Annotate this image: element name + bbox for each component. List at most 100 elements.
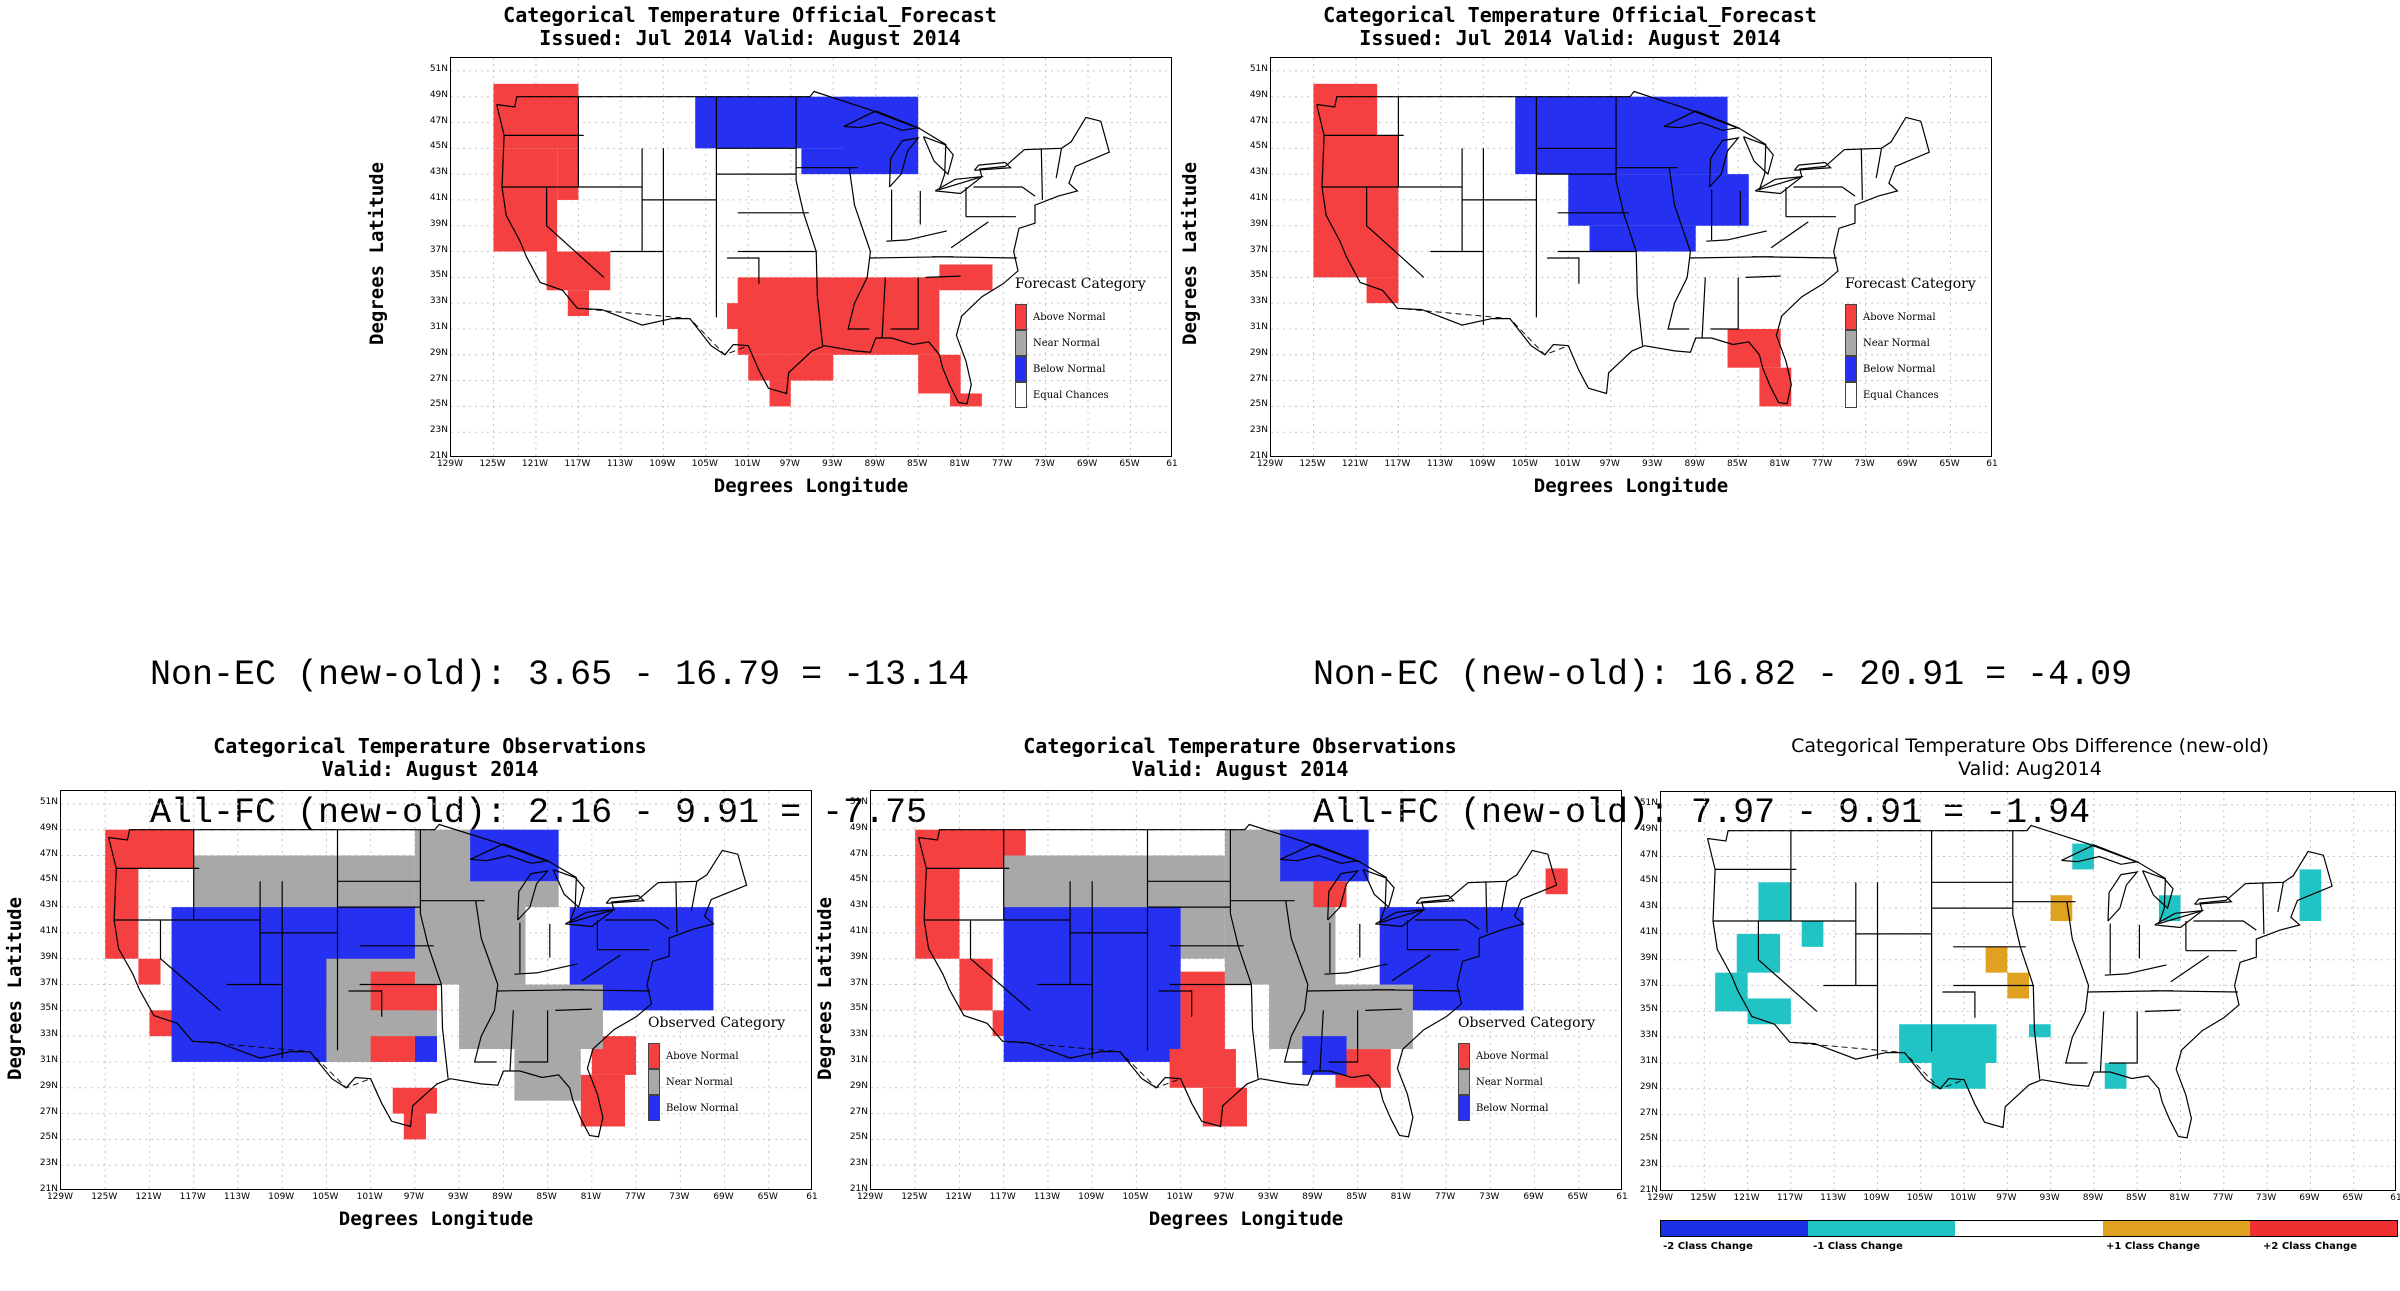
state-border bbox=[1371, 989, 1461, 992]
lon-tick: 121W bbox=[945, 1192, 972, 1202]
category-cell-below bbox=[1589, 225, 1696, 252]
lat-tick: 45N bbox=[39, 874, 58, 885]
lat-tick: 43N bbox=[39, 900, 58, 911]
state-border bbox=[1158, 990, 1193, 1017]
lon-tick: 101W bbox=[734, 459, 761, 469]
category-cell-above bbox=[959, 958, 993, 1011]
forecast-old-panel: Categorical Temperature Official_Forecas… bbox=[340, 0, 1180, 510]
state-border bbox=[1415, 919, 1480, 930]
score-all-fc: All-FC (new-old): 2.16 - 9.91 = -7.75 bbox=[150, 793, 928, 833]
legend-title: Forecast Category bbox=[1845, 276, 1976, 292]
lat-tick: 33N bbox=[849, 1029, 868, 1040]
state-border bbox=[2193, 920, 2257, 931]
lon-tick: 69W bbox=[1523, 1192, 1544, 1202]
lat-tick: 47N bbox=[429, 115, 448, 126]
category-cell-below bbox=[1568, 174, 1749, 226]
lon-tick: 109W bbox=[1469, 459, 1496, 469]
great-lake bbox=[973, 161, 1012, 171]
lat-tick: 29N bbox=[1249, 347, 1268, 358]
coastline bbox=[1316, 90, 1931, 405]
state-border bbox=[881, 277, 886, 339]
legend-swatch-near bbox=[1458, 1069, 1470, 1095]
state-border bbox=[581, 954, 621, 982]
lat-tick: 35N bbox=[1249, 270, 1268, 281]
great-lake bbox=[934, 175, 984, 195]
legend-swatch-below bbox=[1845, 356, 1857, 382]
lon-tick: 81W bbox=[2169, 1193, 2190, 1203]
category-cells bbox=[1313, 83, 1792, 407]
lon-tick: 73W bbox=[2255, 1193, 2277, 1203]
great-lake bbox=[605, 894, 646, 904]
lat-tick: 23N bbox=[429, 425, 448, 436]
forecast-new-title: Categorical Temperature Official_Forecas… bbox=[1150, 4, 1990, 50]
obs-new-panel: Categorical Temperature Observations Val… bbox=[810, 735, 1622, 1255]
lat-tick: 25N bbox=[429, 399, 448, 410]
lat-tick: 47N bbox=[1249, 115, 1268, 126]
scores-left: Non-EC (new-old): 3.65 - 16.79 = -13.14 … bbox=[150, 560, 969, 882]
lat-tick: 23N bbox=[1249, 425, 1268, 436]
title-line-2: Issued: Jul 2014 Valid: August 2014 bbox=[1359, 26, 1781, 50]
lat-tick: 21N bbox=[1249, 451, 1268, 461]
lon-tick: 101W bbox=[1166, 1192, 1193, 1202]
lon-tick: 105W bbox=[312, 1192, 339, 1202]
lat-tick: 37N bbox=[39, 977, 58, 988]
state-border bbox=[473, 900, 499, 1063]
y-axis-label: Degrees Latitude bbox=[366, 161, 388, 345]
lon-tick: 65W bbox=[2342, 1193, 2363, 1203]
lat-tick: 29N bbox=[849, 1080, 868, 1091]
category-cell-above bbox=[939, 264, 993, 291]
lat-tick: 25N bbox=[1249, 399, 1268, 410]
state-border bbox=[605, 919, 670, 930]
lat-tick: 33N bbox=[429, 296, 448, 307]
great-lake bbox=[1754, 175, 1804, 195]
state-border bbox=[348, 990, 383, 1017]
state-border bbox=[1875, 148, 1883, 179]
lon-tick: 93W bbox=[822, 459, 843, 469]
state-outline bbox=[108, 823, 748, 1138]
lon-tick: 113W bbox=[606, 459, 633, 469]
title-line-2: Valid: August 2014 bbox=[321, 757, 539, 781]
lon-tick: 73W bbox=[1034, 459, 1055, 469]
y-axis-label: Degrees Latitude bbox=[1179, 161, 1201, 345]
state-border bbox=[1229, 829, 1259, 1079]
lat-tick: 21N bbox=[1639, 1185, 1658, 1195]
great-lake bbox=[2194, 895, 2233, 905]
category-cell-above bbox=[493, 83, 579, 149]
obs-old-title: Categorical Temperature Observations Val… bbox=[30, 735, 830, 781]
great-lake bbox=[843, 110, 921, 131]
legend-label: Above Normal bbox=[1863, 311, 1936, 323]
lat-tick: 47N bbox=[849, 848, 868, 859]
category-cell-above bbox=[748, 354, 834, 381]
state-border bbox=[1366, 187, 1425, 278]
lat-tick: 31N bbox=[1639, 1055, 1658, 1066]
lon-tick: 61 bbox=[2390, 1193, 2400, 1203]
state-border bbox=[1615, 96, 1644, 346]
lon-tick: 69W bbox=[1076, 459, 1098, 469]
colorbar-label: +2 Class Change bbox=[2263, 1241, 2357, 1252]
lon-tick: 73W bbox=[1479, 1192, 1500, 1202]
lon-tick: 89W bbox=[864, 459, 885, 469]
lon-tick: 89W bbox=[492, 1192, 513, 1202]
lat-tick: 39N bbox=[1249, 218, 1268, 229]
category-cell-above bbox=[769, 380, 791, 407]
lon-tick: 129W bbox=[1256, 459, 1284, 469]
state-outline bbox=[1316, 90, 1931, 405]
lat-tick: 25N bbox=[849, 1132, 868, 1143]
state-border bbox=[1500, 881, 1508, 912]
legend-swatch-below bbox=[648, 1095, 660, 1121]
state-border bbox=[546, 187, 605, 278]
lon-tick: 61 bbox=[806, 1192, 818, 1202]
great-lake bbox=[2107, 871, 2139, 922]
lat-tick: 45N bbox=[429, 141, 448, 152]
great-lake bbox=[1362, 869, 1395, 909]
state-border bbox=[2170, 955, 2210, 983]
great-lake bbox=[517, 870, 550, 921]
state-border bbox=[2262, 882, 2265, 934]
great-lake bbox=[1663, 110, 1741, 131]
lon-tick: 89W bbox=[1684, 459, 1705, 469]
category-cell-minus1 bbox=[1758, 882, 1791, 922]
legend-swatch-above bbox=[1458, 1043, 1470, 1069]
legend-label: Near Normal bbox=[1033, 337, 1100, 349]
lon-tick: 85W bbox=[2126, 1193, 2147, 1203]
category-cell-below bbox=[1302, 1036, 1347, 1075]
